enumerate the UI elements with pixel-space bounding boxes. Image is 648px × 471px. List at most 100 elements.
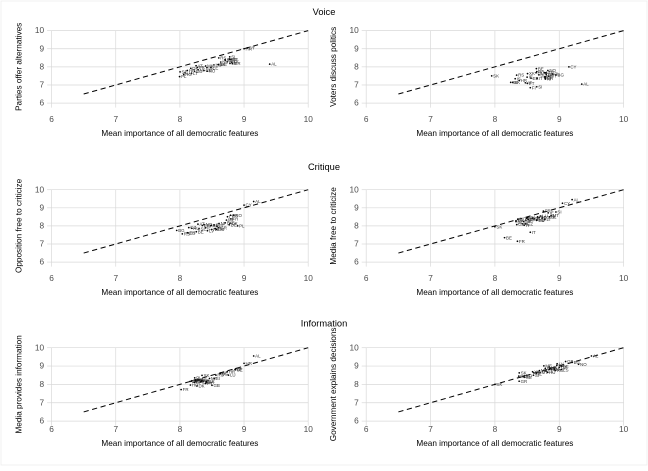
svg-text:AL: AL [271,62,277,67]
svg-text:9: 9 [39,361,44,371]
svg-text:9: 9 [557,273,562,283]
svg-text:10: 10 [349,184,359,194]
svg-text:9: 9 [39,43,44,53]
svg-text:6: 6 [39,257,44,267]
svg-text:Mean importance of all democra: Mean importance of all democratic featur… [416,439,573,448]
svg-text:9: 9 [242,114,247,124]
svg-text:LT: LT [229,214,234,219]
svg-text:CZ: CZ [561,365,567,370]
svg-text:6: 6 [49,273,54,283]
svg-text:7: 7 [428,273,433,283]
svg-text:6: 6 [354,98,359,108]
svg-text:SI: SI [538,84,542,89]
svg-text:8: 8 [178,424,183,434]
svg-text:SK: SK [220,62,226,67]
svg-text:Voice: Voice [313,7,336,17]
svg-text:ES: ES [530,217,536,222]
svg-text:BE: BE [506,235,512,240]
svg-text:7: 7 [39,239,44,249]
svg-text:Mean importance of all democra: Mean importance of all democratic featur… [416,288,573,297]
svg-text:AT: AT [198,63,204,68]
svg-text:SK: SK [493,74,499,79]
svg-text:BE: BE [518,219,524,224]
svg-text:HR: HR [246,46,252,51]
svg-text:6: 6 [354,416,359,426]
svg-text:8: 8 [493,273,498,283]
svg-text:7: 7 [354,80,359,90]
svg-text:8: 8 [178,273,183,283]
svg-text:AT: AT [199,222,205,227]
svg-text:CY: CY [246,203,252,208]
svg-text:HR: HR [521,78,527,83]
svg-text:ES: ES [217,226,223,231]
svg-text:Mean importance of all democra: Mean importance of all democratic featur… [101,439,258,448]
svg-text:IT: IT [532,230,536,235]
svg-text:10: 10 [304,424,314,434]
svg-text:IE: IE [227,57,231,62]
svg-text:IS: IS [556,367,560,372]
svg-text:IT: IT [526,223,530,228]
svg-text:Critique: Critique [308,162,340,172]
svg-text:HR: HR [229,369,235,374]
svg-text:8: 8 [493,114,498,124]
svg-text:SI: SI [535,373,539,378]
svg-text:7: 7 [39,397,44,407]
svg-text:AL: AL [593,354,599,359]
svg-text:Parties offer alternatives: Parties offer alternatives [15,23,24,111]
svg-text:10: 10 [619,424,629,434]
svg-text:Information: Information [301,319,348,329]
svg-text:Voters discuss politics: Voters discuss politics [329,27,338,107]
svg-text:6: 6 [364,273,369,283]
svg-text:AL: AL [583,82,589,87]
svg-text:6: 6 [39,98,44,108]
svg-text:IS: IS [208,65,212,70]
svg-text:6: 6 [49,114,54,124]
svg-text:9: 9 [354,43,359,53]
svg-text:9: 9 [557,114,562,124]
svg-text:8: 8 [354,61,359,71]
svg-text:FI: FI [539,214,543,219]
svg-text:RO: RO [235,213,242,218]
svg-text:RO: RO [217,373,224,378]
svg-text:10: 10 [304,273,314,283]
svg-text:9: 9 [242,273,247,283]
svg-text:9: 9 [354,202,359,212]
svg-text:6: 6 [39,416,44,426]
svg-text:AL: AL [255,199,261,204]
svg-text:10: 10 [349,342,359,352]
svg-text:8: 8 [354,379,359,389]
svg-text:BE: BE [538,66,544,71]
svg-text:DK: DK [198,384,204,389]
svg-text:SI: SI [557,210,561,215]
svg-text:GR: GR [521,379,528,384]
svg-text:PL: PL [520,374,526,379]
svg-text:RS: RS [518,73,524,78]
svg-text:LV: LV [209,228,214,233]
svg-text:10: 10 [304,114,314,124]
svg-text:RS: RS [184,232,190,237]
svg-text:CY: CY [564,201,570,206]
svg-text:Mean importance of all democra: Mean importance of all democratic featur… [416,129,573,138]
svg-text:10: 10 [349,25,359,35]
svg-text:9: 9 [39,202,44,212]
svg-text:FR: FR [183,387,189,392]
svg-text:10: 10 [35,25,45,35]
svg-text:PL: PL [239,224,245,229]
svg-text:Opposition free to criticize: Opposition free to criticize [15,178,24,273]
svg-text:6: 6 [49,424,54,434]
svg-text:7: 7 [113,114,118,124]
svg-text:8: 8 [39,61,44,71]
svg-text:GB: GB [567,359,573,364]
svg-text:9: 9 [354,361,359,371]
svg-text:BG: BG [178,228,185,233]
svg-text:10: 10 [35,342,45,352]
svg-text:EE: EE [212,65,218,70]
svg-text:FR: FR [545,209,551,214]
svg-text:7: 7 [428,424,433,434]
svg-text:LU: LU [547,75,553,80]
svg-text:Government explains decisions: Government explains decisions [329,328,338,442]
svg-text:Mean importance of all democra: Mean importance of all democratic featur… [101,129,258,138]
svg-text:FI: FI [532,85,536,90]
svg-text:HR: HR [246,361,252,366]
svg-text:GB: GB [213,383,219,388]
